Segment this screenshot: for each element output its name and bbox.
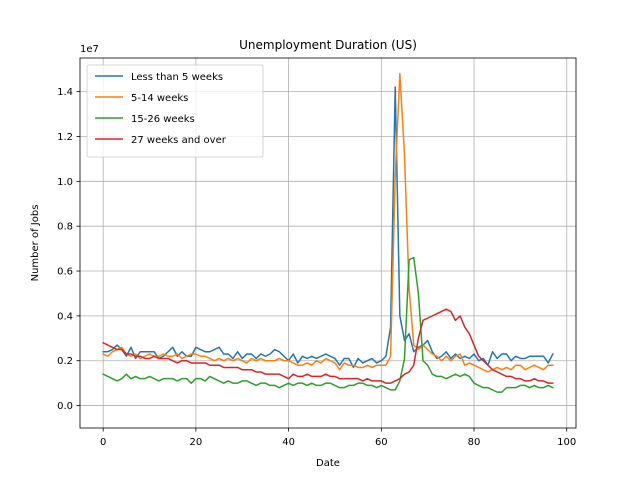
y-multiplier-label: 1e7 bbox=[80, 44, 99, 55]
x-tick-label: 40 bbox=[282, 437, 295, 448]
y-tick-label: 0.2 bbox=[57, 356, 73, 367]
series-lines bbox=[102, 72, 554, 393]
y-tick-label: 1.0 bbox=[57, 177, 73, 188]
plot-frame bbox=[79, 57, 577, 429]
y-tick-label: 0.4 bbox=[57, 311, 73, 322]
x-axis-ticks: 0 20 40 60 80 100 bbox=[100, 428, 576, 448]
legend-label: Less than 5 weeks bbox=[131, 72, 223, 83]
y-tick-label: 0.0 bbox=[57, 401, 73, 412]
y-tick-label: 0.8 bbox=[57, 222, 73, 233]
legend-label: 5-14 weeks bbox=[131, 93, 188, 104]
series-line-3 bbox=[102, 256, 554, 393]
legend-label: 27 weeks and over bbox=[131, 135, 227, 146]
series-line-4 bbox=[102, 308, 554, 384]
x-tick-label: 0 bbox=[100, 437, 106, 448]
x-tick-label: 20 bbox=[190, 437, 203, 448]
legend-label: 15-26 weeks bbox=[131, 114, 195, 125]
x-tick-label: 100 bbox=[557, 437, 576, 448]
chart-title: Unemployment Duration (US) bbox=[239, 38, 417, 52]
y-tick-label: 1.4 bbox=[57, 87, 73, 98]
x-tick-label: 80 bbox=[468, 437, 481, 448]
y-axis-title: Number of Jobs bbox=[30, 205, 41, 282]
series-line-2 bbox=[102, 72, 554, 373]
legend: Less than 5 weeks 5-14 weeks 15-26 weeks 27… bbox=[86, 64, 264, 158]
grid bbox=[80, 58, 576, 428]
y-tick-label: 1.2 bbox=[57, 132, 73, 143]
legend-box bbox=[86, 64, 264, 158]
y-tick-label: 0.6 bbox=[57, 267, 73, 278]
y-axis-ticks: 0.0 0.2 0.4 0.6 0.8 1.0 1.2 1.4 bbox=[57, 87, 80, 412]
x-axis-title: Date bbox=[316, 458, 340, 469]
x-tick-label: 60 bbox=[375, 437, 388, 448]
